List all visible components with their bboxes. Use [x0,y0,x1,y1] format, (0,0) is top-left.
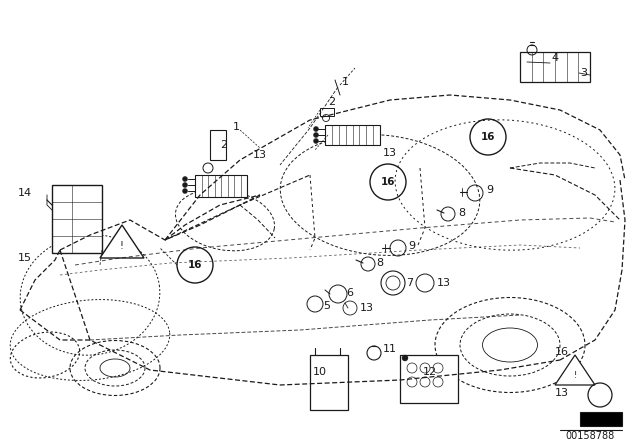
Text: !: ! [573,370,577,379]
Polygon shape [100,225,144,258]
FancyBboxPatch shape [210,130,226,160]
Circle shape [314,126,319,132]
Text: 13: 13 [437,278,451,288]
Text: 9: 9 [408,241,415,251]
Text: 00158788: 00158788 [565,431,614,441]
Polygon shape [555,355,595,385]
Text: 11: 11 [383,344,397,354]
FancyBboxPatch shape [520,52,590,82]
FancyBboxPatch shape [580,412,622,426]
Circle shape [182,182,188,188]
FancyBboxPatch shape [195,175,247,197]
Circle shape [314,138,319,143]
FancyBboxPatch shape [310,355,348,410]
Text: 8: 8 [376,258,383,268]
Text: 15: 15 [18,253,32,263]
Text: 7: 7 [406,278,413,288]
Text: 5: 5 [323,301,330,311]
Text: 16: 16 [188,260,202,270]
FancyBboxPatch shape [325,125,380,145]
Circle shape [314,133,319,138]
Text: 6: 6 [346,288,353,298]
Circle shape [182,177,188,181]
Text: 14: 14 [18,188,32,198]
Text: 2: 2 [220,140,227,150]
Text: 9: 9 [486,185,493,195]
Text: 10: 10 [313,367,327,377]
Text: 16: 16 [555,347,569,357]
Text: 8: 8 [458,208,465,218]
FancyBboxPatch shape [400,355,458,403]
Text: 13: 13 [383,148,397,158]
Text: 4: 4 [551,53,558,63]
Text: 1: 1 [342,77,349,87]
Text: 16: 16 [381,177,396,187]
FancyBboxPatch shape [52,185,102,253]
Text: 2: 2 [328,97,335,107]
Text: 13: 13 [360,303,374,313]
Text: 13: 13 [555,388,569,398]
Circle shape [182,189,188,194]
Text: 13: 13 [253,150,267,160]
Text: 12: 12 [423,367,437,377]
FancyBboxPatch shape [320,108,334,116]
Text: 1: 1 [233,122,240,132]
Text: !: ! [119,241,123,251]
Text: 3: 3 [580,68,587,78]
Circle shape [402,355,408,361]
Text: 16: 16 [481,132,495,142]
